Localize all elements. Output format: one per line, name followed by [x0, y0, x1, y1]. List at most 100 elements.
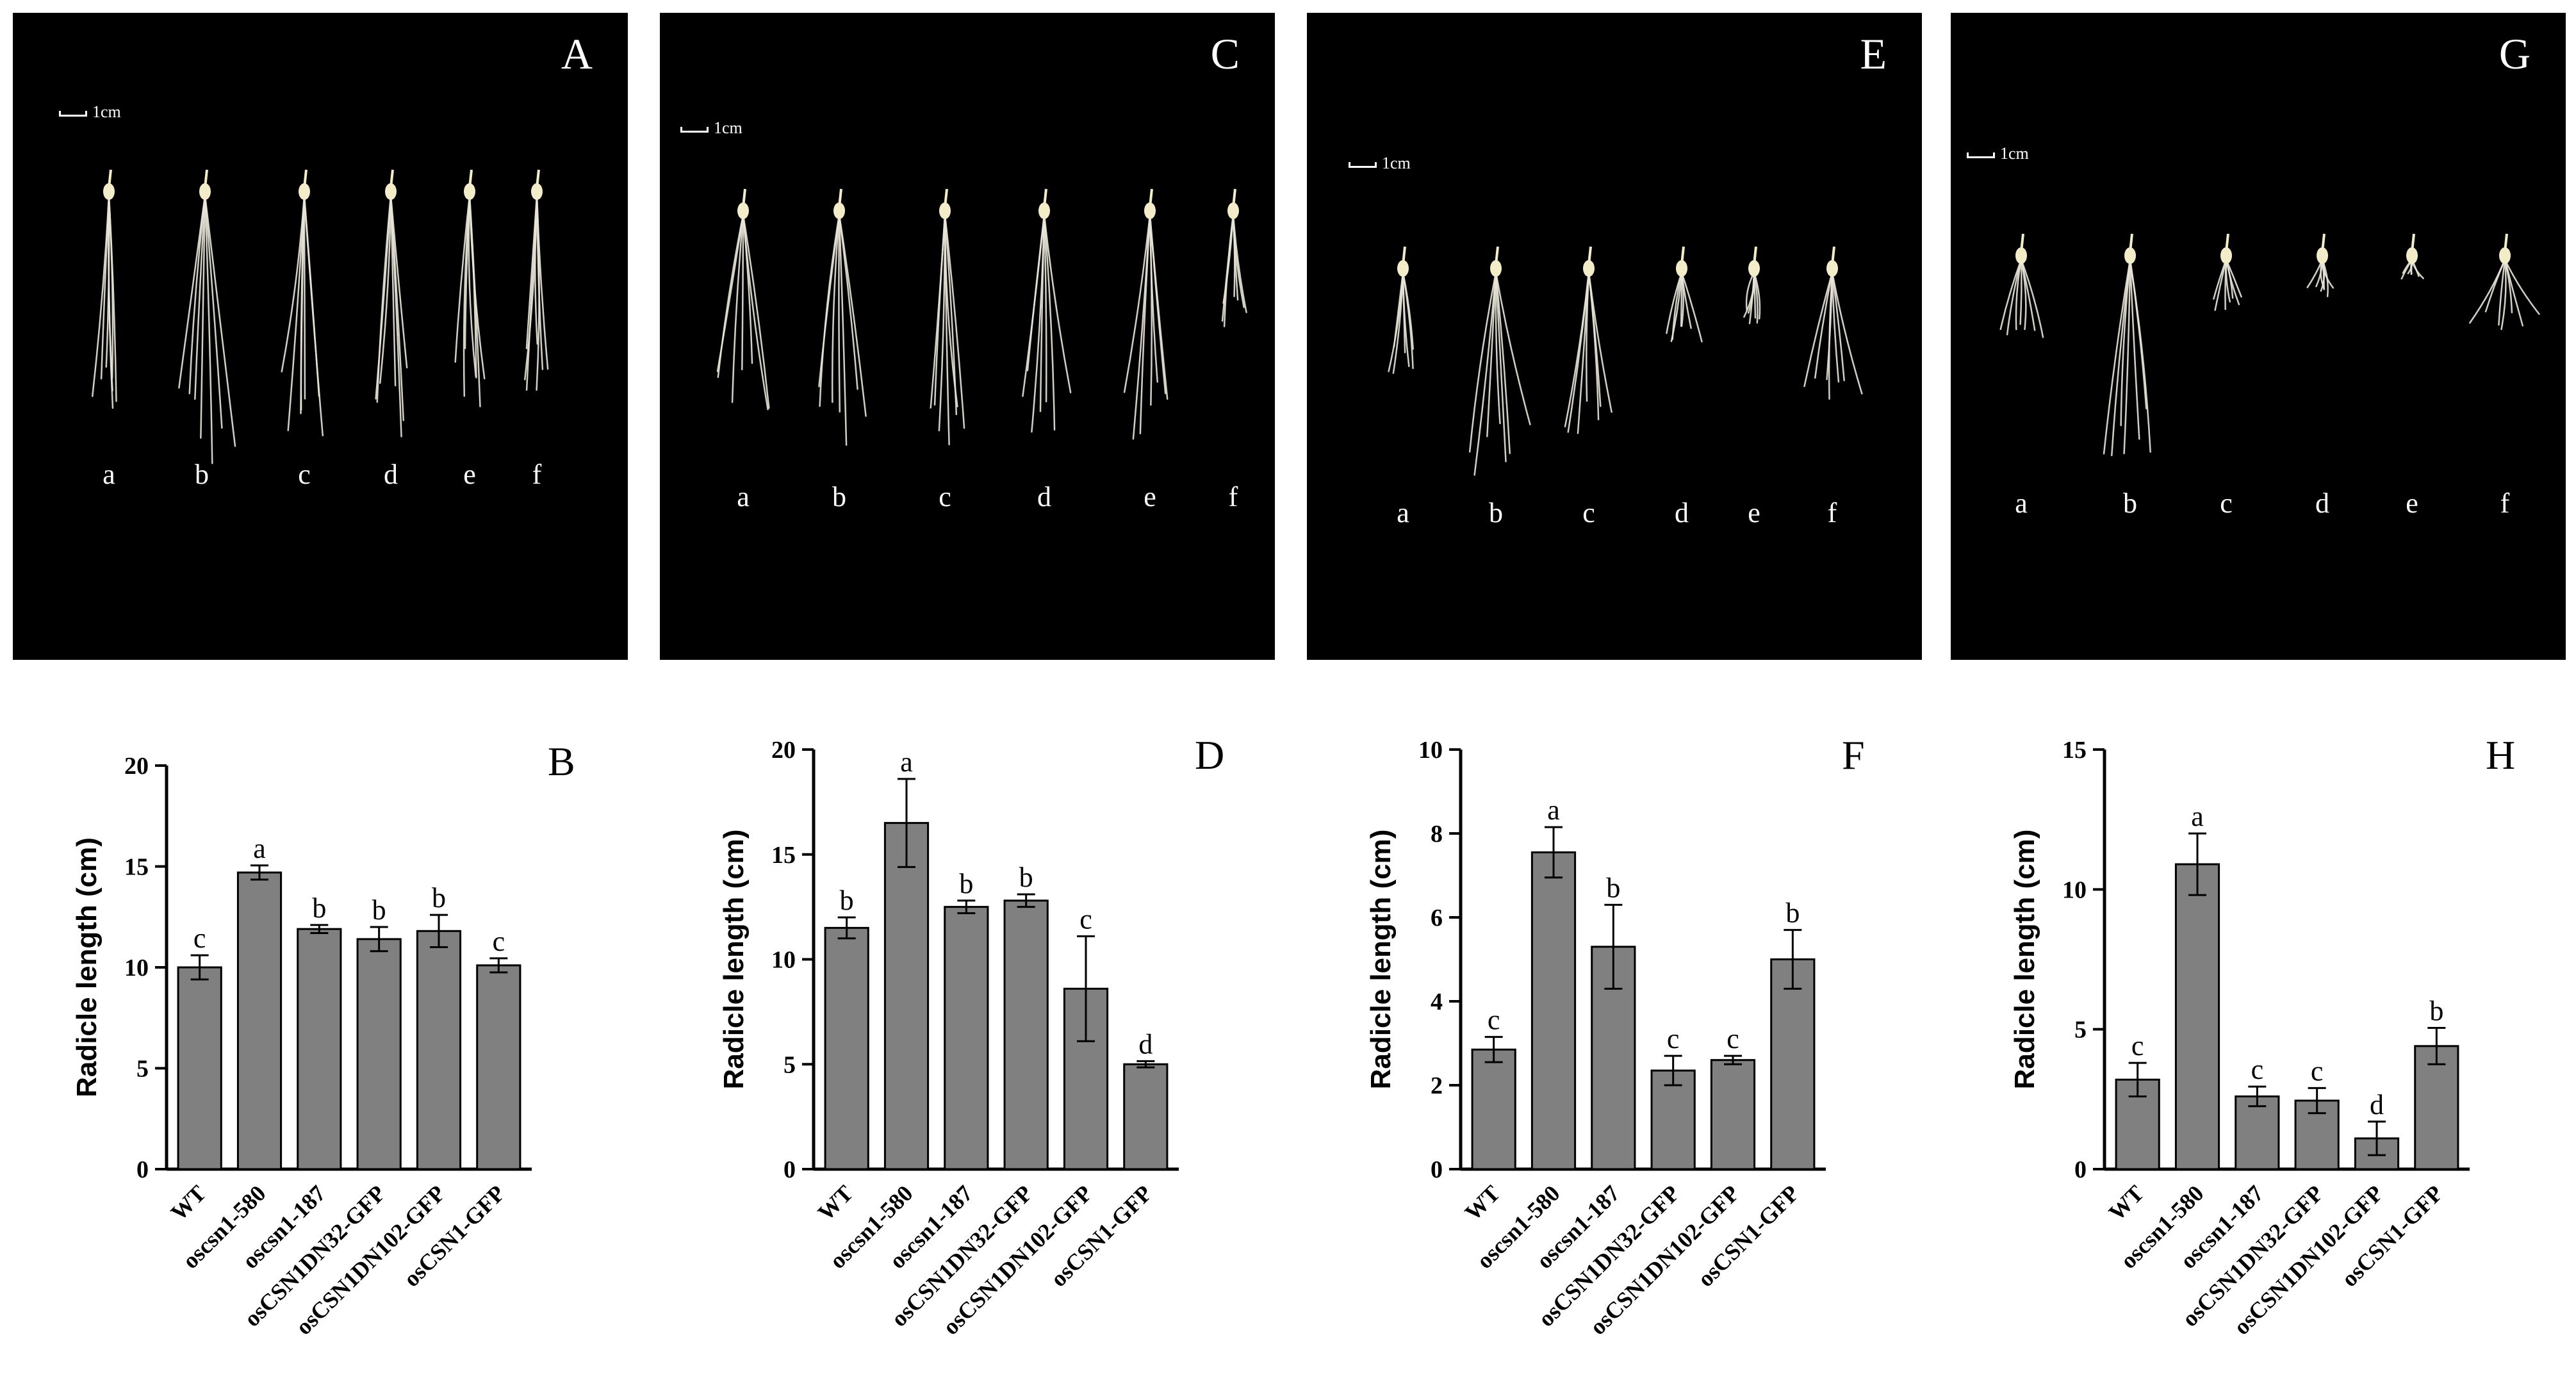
- y-tick-label: 20: [771, 737, 796, 764]
- bar: [2414, 1045, 2459, 1170]
- significance-letter: b: [1019, 862, 1033, 893]
- seedling: [818, 188, 867, 446]
- scale-label: 1cm: [2000, 144, 2029, 163]
- y-tick-label: 5: [136, 1056, 149, 1083]
- significance-letter: d: [1138, 1028, 1153, 1060]
- sample-label: c: [939, 481, 951, 513]
- y-tick-label: 0: [136, 1156, 149, 1183]
- significance-letter: b: [840, 885, 854, 916]
- significance-letter: c: [1079, 903, 1092, 935]
- seedling: [1564, 246, 1612, 434]
- seedling-roots-image: [1999, 233, 2540, 457]
- bar-chart-h: H 0 5 10 15 Radicle length (cm) c WT a oscsn1-580…: [1951, 718, 2566, 1378]
- bar: [1530, 851, 1577, 1170]
- significance-letter: a: [900, 746, 913, 778]
- significance-letter: c: [1488, 1005, 1500, 1036]
- scale-label: 1cm: [92, 103, 121, 121]
- scale-bar: 1cm: [1349, 154, 1411, 173]
- y-axis-label: Radicle length (cm): [2009, 830, 2040, 1090]
- seedling: [2306, 233, 2334, 297]
- seedling: [1388, 246, 1414, 374]
- sample-label: c: [2220, 488, 2233, 519]
- seedling: [454, 169, 486, 407]
- bar: [476, 964, 521, 1170]
- sample-label: d: [1675, 497, 1689, 529]
- y-tick-label: 4: [1431, 988, 1443, 1015]
- seedling: [930, 188, 965, 446]
- seedling: [1666, 246, 1703, 343]
- photo-panel-c: C 1cm a b c d e f: [660, 13, 1275, 660]
- scale-label: 1cm: [714, 119, 742, 137]
- panel-letter: E: [1860, 29, 1887, 78]
- bar: [1003, 899, 1049, 1170]
- y-tick-label: 10: [771, 947, 796, 974]
- significance-letter: c: [2311, 1055, 2324, 1087]
- significance-letter: b: [1785, 898, 1800, 929]
- bar: [883, 822, 930, 1170]
- seedling: [178, 169, 236, 464]
- photo-panel-e: E 1cm a b c d e f: [1307, 13, 1922, 660]
- x-tick-label: WT: [2104, 1180, 2149, 1226]
- seedling: [524, 169, 549, 391]
- significance-letter: c: [193, 923, 206, 954]
- x-tick-label: WT: [166, 1180, 211, 1226]
- significance-letter: a: [253, 833, 266, 864]
- x-tick-label: WT: [813, 1180, 858, 1226]
- y-tick-label: 20: [124, 753, 149, 780]
- y-tick-label: 10: [2062, 876, 2087, 903]
- sample-label: c: [1582, 497, 1595, 529]
- sample-label: a: [2015, 488, 2028, 519]
- sample-label: e: [2406, 488, 2418, 519]
- y-tick-label: 0: [2074, 1156, 2087, 1183]
- significance-letter: c: [2131, 1030, 2144, 1062]
- panel-letter: D: [1195, 732, 1224, 778]
- panel-letter: F: [1842, 732, 1865, 778]
- sample-label: a: [1397, 497, 1409, 529]
- significance-letter: c: [2251, 1054, 2264, 1085]
- significance-letter: a: [2191, 801, 2204, 832]
- significance-letter: b: [372, 894, 386, 926]
- bar: [177, 966, 222, 1170]
- y-tick-label: 15: [771, 842, 796, 869]
- bar: [236, 871, 283, 1170]
- seedling: [2469, 233, 2540, 331]
- bar: [1471, 1048, 1516, 1170]
- sample-label: f: [1827, 497, 1837, 529]
- bar: [356, 938, 402, 1170]
- seedling: [92, 169, 117, 409]
- seedling: [1022, 188, 1072, 433]
- bar: [2235, 1095, 2280, 1170]
- sample-label: a: [103, 459, 115, 490]
- panel-letter: B: [548, 739, 575, 784]
- sample-label: b: [1489, 497, 1503, 529]
- y-tick-label: 10: [1418, 737, 1443, 764]
- bar: [944, 906, 989, 1170]
- photo-panel-a: A 1cm a b c d e f: [13, 13, 628, 660]
- sample-label: e: [463, 459, 476, 490]
- y-tick-label: 5: [783, 1051, 796, 1078]
- y-tick-label: 2: [1431, 1072, 1443, 1099]
- bar: [1123, 1063, 1169, 1170]
- sample-label: e: [1144, 481, 1156, 513]
- photo-panel-g: G 1cm a b c d e f: [1951, 13, 2566, 660]
- bar: [297, 928, 342, 1170]
- sample-label: f: [1228, 481, 1238, 513]
- sample-label: a: [737, 481, 750, 513]
- y-tick-label: 6: [1431, 905, 1443, 931]
- seedling: [281, 169, 324, 437]
- significance-letter: b: [432, 882, 446, 914]
- significance-letter: b: [1606, 872, 1620, 903]
- bar-chart-b: B 0 5 10 15 20 Radicle length (cm) c WT a oscsn1-5…: [13, 718, 628, 1378]
- scale-label: 1cm: [1382, 154, 1411, 172]
- y-tick-label: 8: [1431, 821, 1443, 848]
- sample-label: d: [384, 459, 398, 490]
- bar-chart-d: D 0 5 10 15 20 Radicle length (cm) b WT a oscsn1-5…: [660, 718, 1275, 1378]
- y-axis-label: Radicle length (cm): [1365, 830, 1397, 1090]
- sample-label: b: [195, 459, 209, 490]
- sample-label: f: [2500, 488, 2510, 519]
- scale-bar: 1cm: [1967, 144, 2029, 163]
